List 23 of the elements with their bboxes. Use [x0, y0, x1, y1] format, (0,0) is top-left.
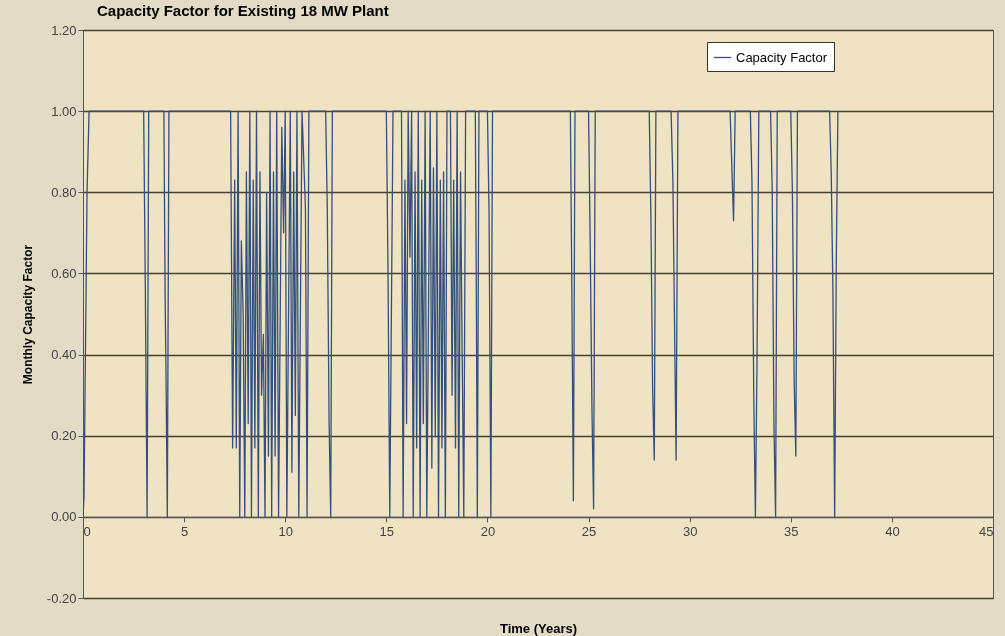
x-tick-label: 25 [581, 524, 597, 540]
legend-label: Capacity Factor [736, 49, 828, 65]
x-tick-label: 10 [278, 524, 293, 540]
y-tick-label: 0.40 [51, 347, 77, 363]
x-axis-title: Time (Years) [499, 620, 578, 636]
y-tick-label: 0.00 [51, 509, 77, 525]
x-tick-label: 45 [979, 524, 994, 540]
y-axis-title: Monthly Capacity Factor [20, 244, 35, 385]
x-tick-label: 30 [682, 524, 698, 540]
x-tick-label: 5 [180, 524, 189, 540]
x-tick-label: 20 [480, 524, 496, 540]
x-tick-label: 40 [885, 524, 900, 540]
x-tick-label: 15 [379, 524, 395, 540]
y-tick-label: -0.20 [46, 590, 77, 606]
x-tick-label: 35 [784, 524, 799, 540]
y-tick-label: 1.20 [51, 22, 77, 38]
x-tick-label: 0 [83, 524, 91, 540]
y-tick-label: 0.60 [51, 265, 77, 281]
line-series [83, 110, 839, 518]
y-tick-label: 1.00 [51, 103, 77, 119]
chart-title: Capacity Factor for Existing 18 MW Plant [97, 2, 389, 19]
y-tick-label: 0.80 [51, 184, 77, 200]
y-tick-label: 0.20 [51, 428, 77, 444]
